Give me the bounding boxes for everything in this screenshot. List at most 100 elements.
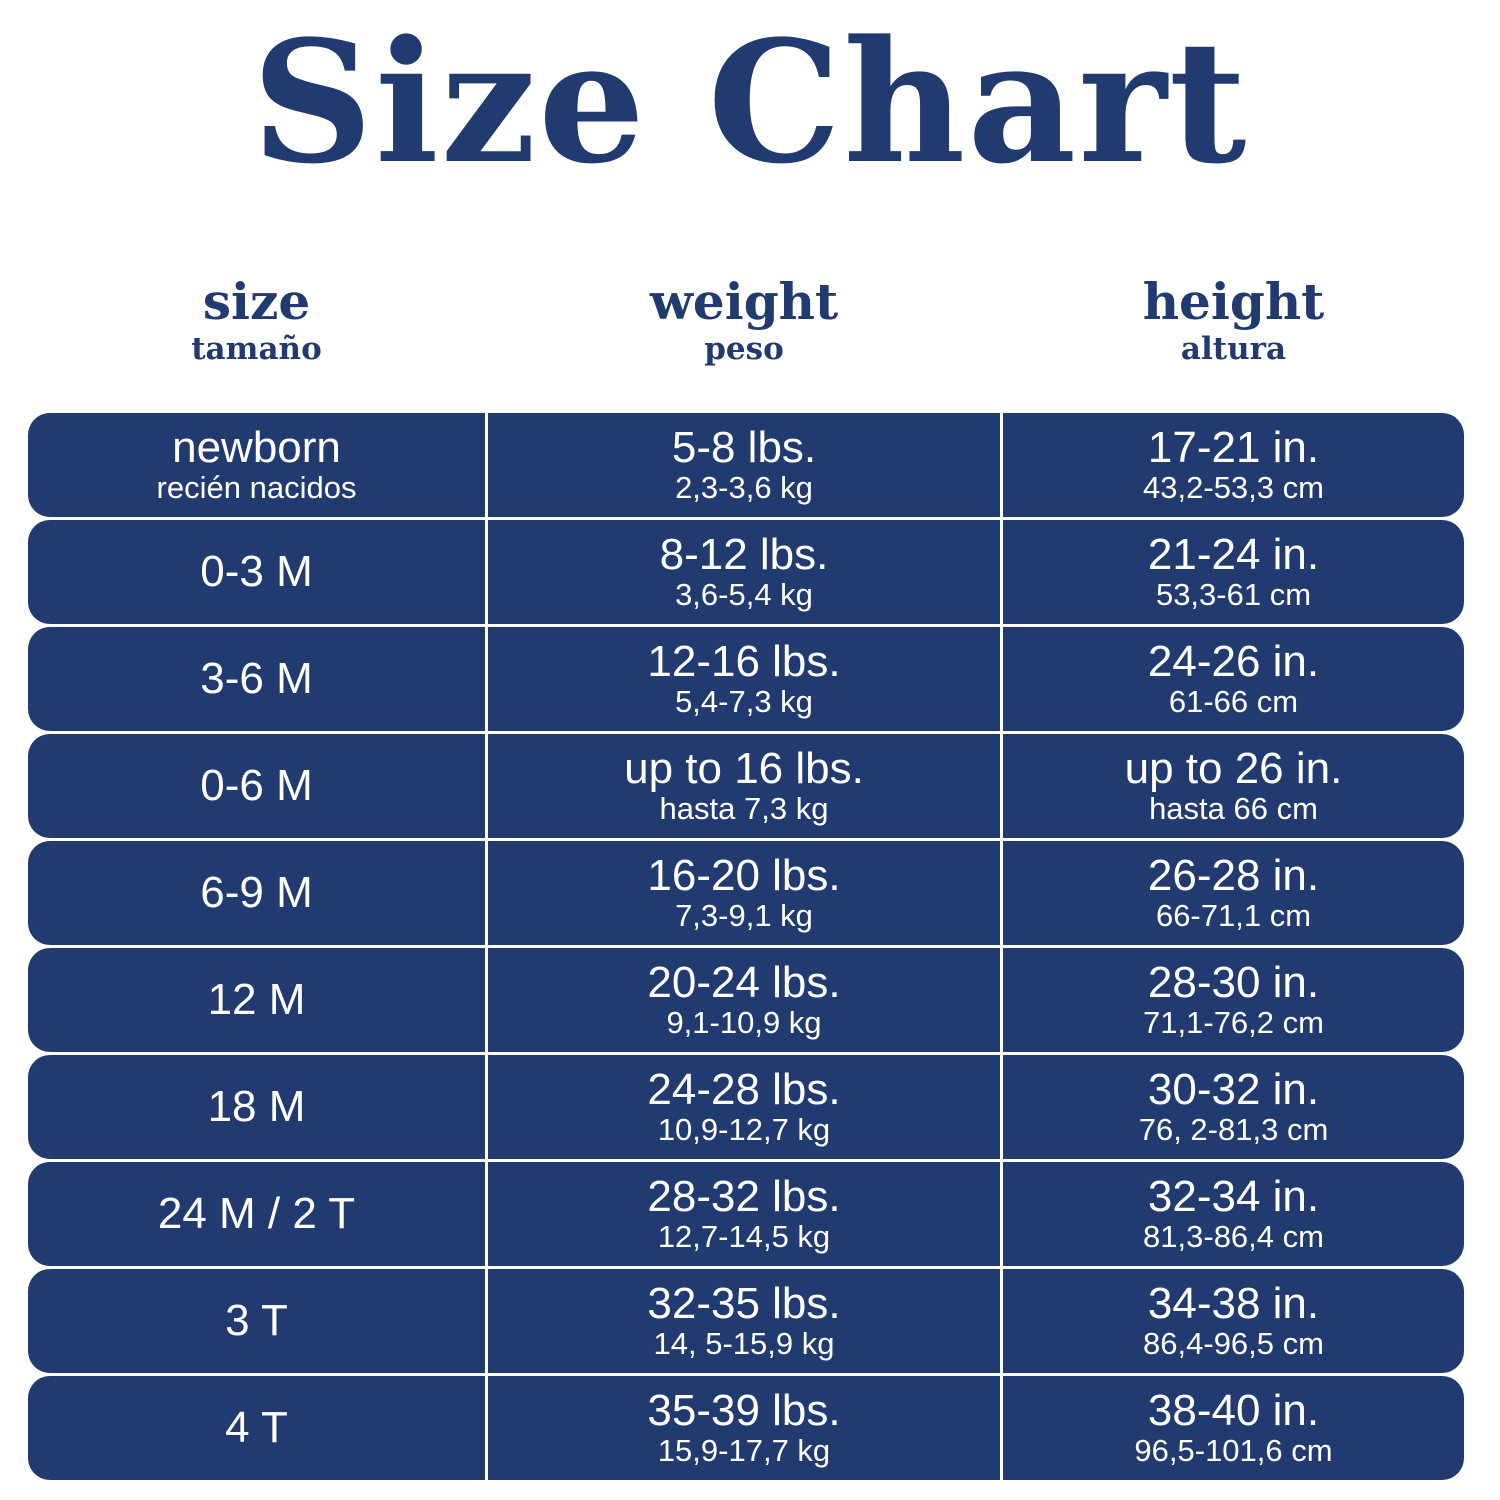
height-cell-main: 17-21 in. xyxy=(1147,423,1320,472)
header-size: size tamaño xyxy=(28,272,485,366)
table-row: 4 T 35-39 lbs. 15,9-17,7 kg 38-40 in. 96,5-1… xyxy=(28,1376,1464,1480)
weight-cell-sub: 12,7-14,5 kg xyxy=(657,1219,831,1254)
weight-cell: up to 16 lbs. hasta 7,3 kg xyxy=(488,734,1000,838)
size-cell-main: 24 M / 2 T xyxy=(157,1189,356,1238)
weight-cell: 24-28 lbs. 10,9-12,7 kg xyxy=(488,1055,1000,1159)
size-cell: 0-6 M xyxy=(28,734,485,838)
weight-cell-sub: 15,9-17,7 kg xyxy=(657,1433,831,1468)
header-sublabel: altura xyxy=(1180,331,1287,367)
header-height: height altura xyxy=(1003,272,1464,366)
header-label: height xyxy=(1142,272,1325,331)
height-cell-sub: 96,5-101,6 cm xyxy=(1134,1433,1333,1468)
weight-cell-main: up to 16 lbs. xyxy=(624,744,864,793)
table-row: 24 M / 2 T 28-32 lbs. 12,7-14,5 kg 32-34 in… xyxy=(28,1162,1464,1266)
height-cell-sub: 53,3-61 cm xyxy=(1155,577,1312,612)
size-cell: newborn recién nacidos xyxy=(28,413,485,517)
size-cell: 3-6 M xyxy=(28,627,485,731)
height-cell: up to 26 in. hasta 66 cm xyxy=(1003,734,1464,838)
weight-cell: 5-8 lbs. 2,3-3,6 kg xyxy=(488,413,1000,517)
weight-cell-main: 28-32 lbs. xyxy=(647,1172,841,1221)
weight-cell-sub: 5,4-7,3 kg xyxy=(675,684,813,719)
size-cell: 4 T xyxy=(28,1376,485,1480)
size-cell-main: 3-6 M xyxy=(200,654,313,703)
size-cell-main: 0-6 M xyxy=(200,761,313,810)
size-cell-main: 3 T xyxy=(225,1296,288,1345)
header-sublabel: tamaño xyxy=(191,331,322,367)
size-cell-main: 4 T xyxy=(225,1403,288,1452)
height-cell-main: up to 26 in. xyxy=(1124,744,1343,793)
height-cell-main: 24-26 in. xyxy=(1147,637,1320,686)
weight-cell-main: 5-8 lbs. xyxy=(671,423,817,472)
height-cell-sub: 86,4-96,5 cm xyxy=(1143,1326,1324,1361)
header-label: size xyxy=(202,272,311,331)
height-cell-sub: hasta 66 cm xyxy=(1149,791,1318,826)
weight-cell: 8-12 lbs. 3,6-5,4 kg xyxy=(488,520,1000,624)
height-cell-main: 21-24 in. xyxy=(1147,530,1320,579)
table-row: newborn recién nacidos 5-8 lbs. 2,3-3,6 kg 1… xyxy=(28,413,1464,517)
height-cell-main: 32-34 in. xyxy=(1147,1172,1320,1221)
height-cell: 26-28 in. 66-71,1 cm xyxy=(1003,841,1464,945)
weight-cell: 28-32 lbs. 12,7-14,5 kg xyxy=(488,1162,1000,1266)
weight-cell-main: 16-20 lbs. xyxy=(647,851,841,900)
height-cell-main: 28-30 in. xyxy=(1147,958,1320,1007)
table-header: size tamaño weight peso height altura xyxy=(28,272,1464,366)
height-cell-sub: 76, 2-81,3 cm xyxy=(1138,1112,1329,1147)
size-cell: 24 M / 2 T xyxy=(28,1162,485,1266)
weight-cell: 12-16 lbs. 5,4-7,3 kg xyxy=(488,627,1000,731)
weight-cell: 32-35 lbs. 14, 5-15,9 kg xyxy=(488,1269,1000,1373)
weight-cell: 35-39 lbs. 15,9-17,7 kg xyxy=(488,1376,1000,1480)
size-cell-main: 12 M xyxy=(207,975,306,1024)
size-cell-main: 0-3 M xyxy=(200,547,313,596)
height-cell: 38-40 in. 96,5-101,6 cm xyxy=(1003,1376,1464,1480)
weight-cell-main: 20-24 lbs. xyxy=(647,958,841,1007)
header-label: weight xyxy=(649,272,839,331)
weight-cell-sub: 10,9-12,7 kg xyxy=(657,1112,831,1147)
weight-cell-sub: 3,6-5,4 kg xyxy=(675,577,813,612)
size-cell: 3 T xyxy=(28,1269,485,1373)
height-cell-main: 38-40 in. xyxy=(1147,1386,1320,1435)
weight-cell-sub: 7,3-9,1 kg xyxy=(675,898,813,933)
weight-cell-sub: 9,1-10,9 kg xyxy=(666,1005,822,1040)
weight-cell-sub: hasta 7,3 kg xyxy=(659,791,829,826)
height-cell-sub: 43,2-53,3 cm xyxy=(1143,470,1324,505)
height-cell: 32-34 in. 81,3-86,4 cm xyxy=(1003,1162,1464,1266)
weight-cell-main: 24-28 lbs. xyxy=(647,1065,841,1114)
height-cell: 21-24 in. 53,3-61 cm xyxy=(1003,520,1464,624)
size-table: newborn recién nacidos 5-8 lbs. 2,3-3,6 kg 1… xyxy=(28,413,1464,1483)
size-cell-sub: recién nacidos xyxy=(156,470,357,505)
weight-cell-main: 8-12 lbs. xyxy=(659,530,829,579)
height-cell-main: 34-38 in. xyxy=(1147,1279,1320,1328)
table-row: 3 T 32-35 lbs. 14, 5-15,9 kg 34-38 in. 86,4-… xyxy=(28,1269,1464,1373)
height-cell-main: 30-32 in. xyxy=(1147,1065,1320,1114)
height-cell: 30-32 in. 76, 2-81,3 cm xyxy=(1003,1055,1464,1159)
weight-cell-sub: 2,3-3,6 kg xyxy=(675,470,813,505)
page-title: Size Chart xyxy=(251,3,1249,201)
size-cell: 18 M xyxy=(28,1055,485,1159)
size-cell-main: 18 M xyxy=(207,1082,306,1131)
height-cell: 28-30 in. 71,1-76,2 cm xyxy=(1003,948,1464,1052)
header-weight: weight peso xyxy=(488,272,1000,366)
weight-cell-main: 35-39 lbs. xyxy=(647,1386,841,1435)
size-cell: 12 M xyxy=(28,948,485,1052)
size-cell: 0-3 M xyxy=(28,520,485,624)
weight-cell: 16-20 lbs. 7,3-9,1 kg xyxy=(488,841,1000,945)
height-cell-sub: 71,1-76,2 cm xyxy=(1143,1005,1324,1040)
height-cell: 34-38 in. 86,4-96,5 cm xyxy=(1003,1269,1464,1373)
weight-cell-sub: 14, 5-15,9 kg xyxy=(653,1326,835,1361)
table-row: 18 M 24-28 lbs. 10,9-12,7 kg 30-32 in. 76, 2… xyxy=(28,1055,1464,1159)
weight-cell-main: 32-35 lbs. xyxy=(647,1279,841,1328)
weight-cell-main: 12-16 lbs. xyxy=(647,637,841,686)
height-cell-sub: 66-71,1 cm xyxy=(1155,898,1312,933)
size-cell-main: newborn xyxy=(172,423,341,472)
height-cell: 24-26 in. 61-66 cm xyxy=(1003,627,1464,731)
weight-cell: 20-24 lbs. 9,1-10,9 kg xyxy=(488,948,1000,1052)
size-cell: 6-9 M xyxy=(28,841,485,945)
height-cell-main: 26-28 in. xyxy=(1147,851,1320,900)
height-cell-sub: 81,3-86,4 cm xyxy=(1143,1219,1324,1254)
size-cell-main: 6-9 M xyxy=(200,868,313,917)
table-row: 12 M 20-24 lbs. 9,1-10,9 kg 28-30 in. 71,1-7… xyxy=(28,948,1464,1052)
header-sublabel: peso xyxy=(704,331,784,367)
table-row: 3-6 M 12-16 lbs. 5,4-7,3 kg 24-26 in. 61-66 … xyxy=(28,627,1464,731)
table-row: 0-3 M 8-12 lbs. 3,6-5,4 kg 21-24 in. 53,3-61… xyxy=(28,520,1464,624)
